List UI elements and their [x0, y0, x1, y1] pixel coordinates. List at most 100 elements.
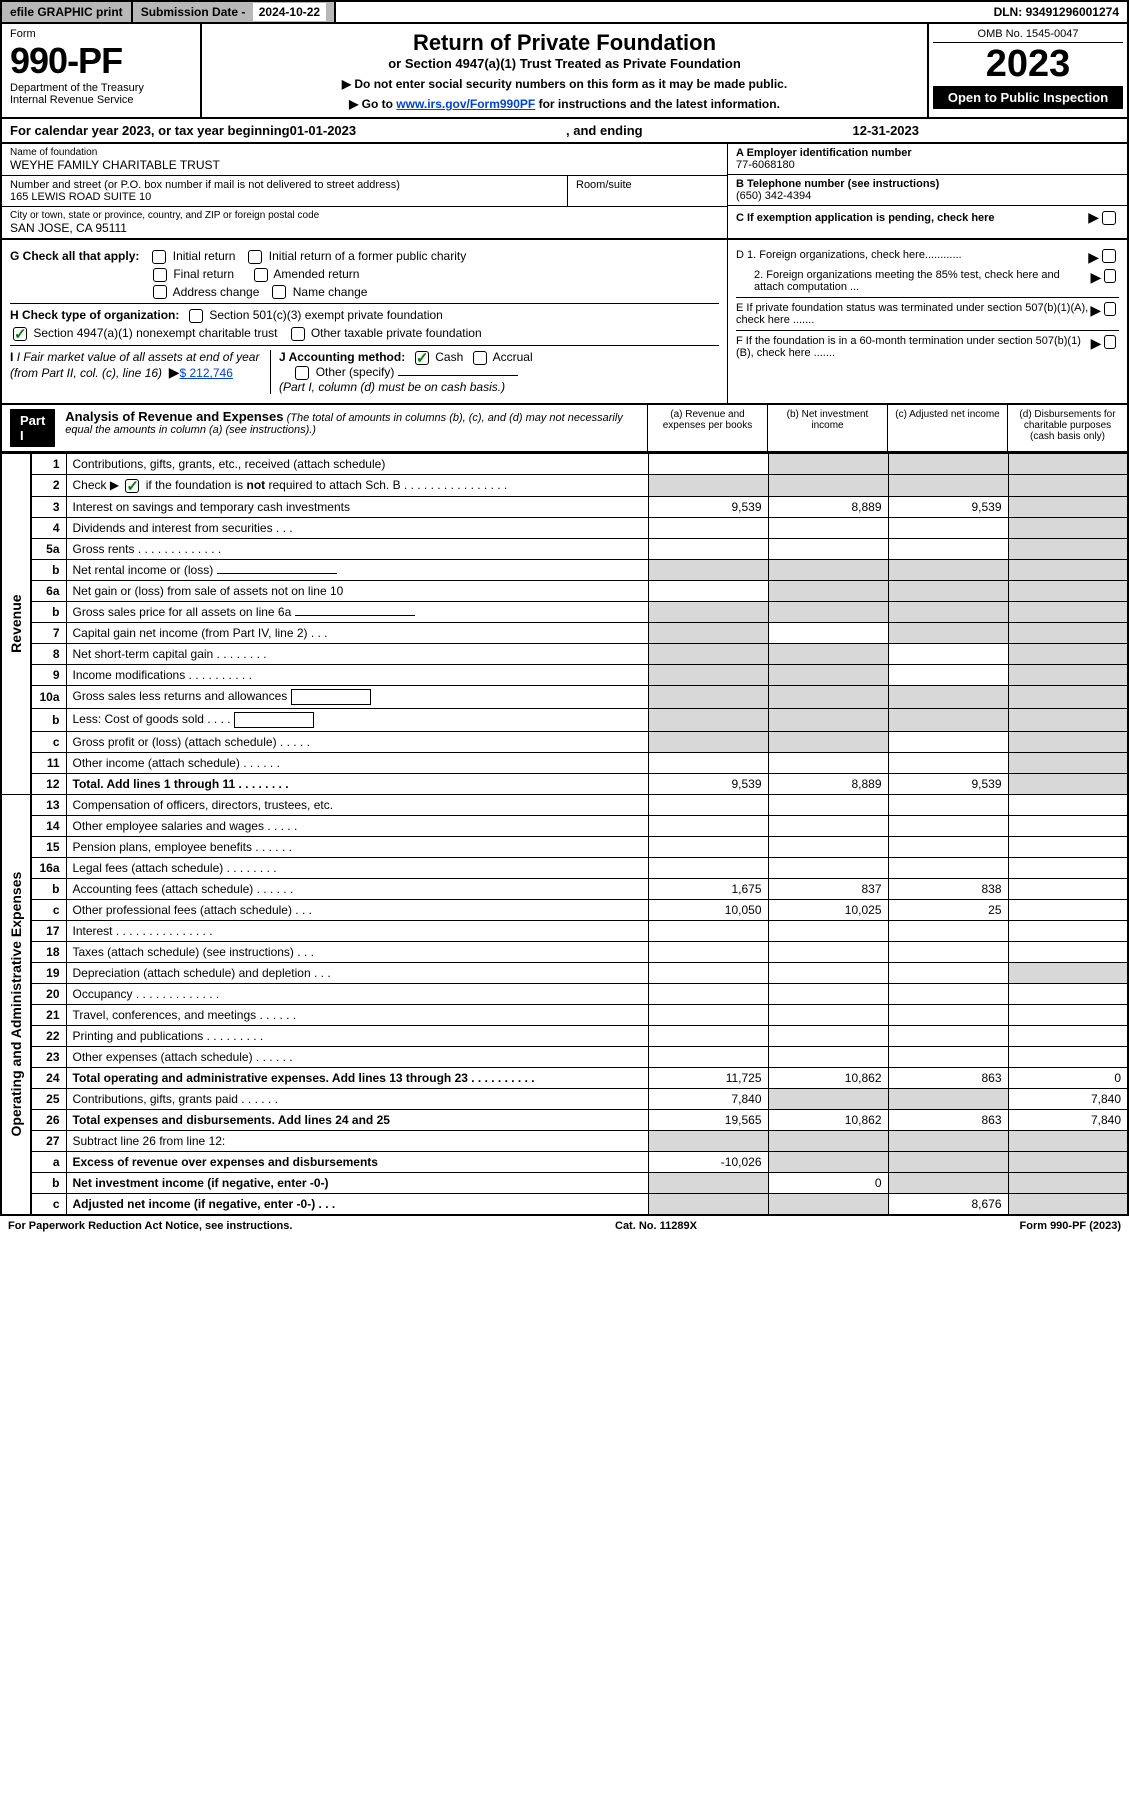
- cell-value: [1008, 857, 1128, 878]
- cell-value: [1008, 1193, 1128, 1215]
- cell-value: 1,675: [648, 878, 768, 899]
- cell-value: [648, 685, 768, 708]
- cell-value: 9,539: [648, 773, 768, 794]
- cell-value: [888, 580, 1008, 601]
- cell-value: [888, 1025, 1008, 1046]
- cell-value: [1008, 752, 1128, 773]
- checkbox-4947a1[interactable]: [13, 327, 27, 341]
- checkbox-initial-return[interactable]: [152, 250, 166, 264]
- cell-value: 863: [888, 1109, 1008, 1130]
- line-description: Gross profit or (loss) (attach schedule)…: [66, 731, 648, 752]
- cell-value: [768, 1046, 888, 1067]
- cell-value: [648, 794, 768, 815]
- checkbox-other-method[interactable]: [295, 366, 309, 380]
- checkbox-accrual[interactable]: [473, 351, 487, 365]
- cell-value: [768, 1151, 888, 1172]
- cell-value: [768, 794, 888, 815]
- line-description: Compensation of officers, directors, tru…: [66, 794, 648, 815]
- cell-value: [768, 559, 888, 580]
- line-description: Less: Cost of goods sold . . . .: [66, 708, 648, 731]
- cell-value: 7,840: [1008, 1109, 1128, 1130]
- cell-value: [768, 538, 888, 559]
- cell-value: [768, 962, 888, 983]
- cell-value: [1008, 664, 1128, 685]
- cell-value: 9,539: [888, 496, 1008, 517]
- table-row: 19Depreciation (attach schedule) and dep…: [1, 962, 1128, 983]
- checkbox-address-change[interactable]: [153, 285, 167, 299]
- telephone: (650) 342-4394: [736, 190, 1119, 202]
- cell-value: [888, 941, 1008, 962]
- cell-value: [768, 517, 888, 538]
- line-number: b: [31, 1172, 66, 1193]
- checkbox-initial-former[interactable]: [248, 250, 262, 264]
- table-row: aExcess of revenue over expenses and dis…: [1, 1151, 1128, 1172]
- cell-value: [888, 815, 1008, 836]
- checkbox-d2[interactable]: [1104, 269, 1116, 283]
- cell-value: 7,840: [1008, 1088, 1128, 1109]
- cell-value: [768, 622, 888, 643]
- line-description: Total operating and administrative expen…: [66, 1067, 648, 1088]
- table-row: 18Taxes (attach schedule) (see instructi…: [1, 941, 1128, 962]
- checkbox-e[interactable]: [1104, 302, 1116, 316]
- line-description: Printing and publications . . . . . . . …: [66, 1025, 648, 1046]
- table-row: Operating and Administrative Expenses13C…: [1, 794, 1128, 815]
- line-number: b: [31, 878, 66, 899]
- table-row: 25Contributions, gifts, grants paid . . …: [1, 1088, 1128, 1109]
- cell-value: [1008, 517, 1128, 538]
- cell-value: [888, 920, 1008, 941]
- cell-value: [1008, 1151, 1128, 1172]
- table-row: 23Other expenses (attach schedule) . . .…: [1, 1046, 1128, 1067]
- efile-label: efile GRAPHIC print: [2, 2, 133, 22]
- checkbox-501c3[interactable]: [189, 309, 203, 323]
- checkbox-name-change[interactable]: [272, 285, 286, 299]
- cell-value: [768, 857, 888, 878]
- table-row: 17Interest . . . . . . . . . . . . . . .: [1, 920, 1128, 941]
- table-row: 6aNet gain or (loss) from sale of assets…: [1, 580, 1128, 601]
- line-description: Total expenses and disbursements. Add li…: [66, 1109, 648, 1130]
- table-row: bNet rental income or (loss): [1, 559, 1128, 580]
- checkbox-final-return[interactable]: [153, 268, 167, 282]
- line-number: 20: [31, 983, 66, 1004]
- cell-value: [1008, 559, 1128, 580]
- checkbox-amended[interactable]: [254, 268, 268, 282]
- line-number: 24: [31, 1067, 66, 1088]
- line-number: b: [31, 708, 66, 731]
- part1-header-row: Part I Analysis of Revenue and Expenses …: [0, 405, 1129, 453]
- checkbox-other-taxable[interactable]: [291, 327, 305, 341]
- ein: 77-6068180: [736, 159, 1119, 171]
- fmv-value[interactable]: $ 212,746: [180, 366, 233, 380]
- part1-table: Revenue1Contributions, gifts, grants, et…: [0, 453, 1129, 1216]
- cell-value: [1008, 708, 1128, 731]
- cell-value: [648, 559, 768, 580]
- checkbox-f[interactable]: [1104, 335, 1116, 349]
- checkbox-sch-b[interactable]: [125, 479, 139, 493]
- table-row: 20Occupancy . . . . . . . . . . . . .: [1, 983, 1128, 1004]
- cell-value: [1008, 1046, 1128, 1067]
- cell-value: [1008, 731, 1128, 752]
- header-center: Return of Private Foundation or Section …: [202, 24, 927, 117]
- line-number: 5a: [31, 538, 66, 559]
- checkbox-c[interactable]: [1102, 211, 1116, 225]
- submission-date-label: Submission Date - 2024-10-22: [133, 2, 336, 22]
- side-label-expenses: Operating and Administrative Expenses: [1, 794, 31, 1215]
- cell-value: [648, 983, 768, 1004]
- cell-value: 9,539: [648, 496, 768, 517]
- line-description: Net rental income or (loss): [66, 559, 648, 580]
- cell-value: [648, 962, 768, 983]
- cell-value: [1008, 474, 1128, 496]
- calendar-year-row: For calendar year 2023, or tax year begi…: [0, 119, 1129, 144]
- cell-value: [768, 1193, 888, 1215]
- checkbox-cash[interactable]: [415, 351, 429, 365]
- cell-value: [768, 1130, 888, 1151]
- line-description: Gross sales less returns and allowances: [66, 685, 648, 708]
- checkbox-d1[interactable]: [1102, 249, 1116, 263]
- cell-value: [648, 708, 768, 731]
- cell-value: [768, 685, 888, 708]
- cell-value: [888, 857, 1008, 878]
- cell-value: [768, 664, 888, 685]
- line-number: 14: [31, 815, 66, 836]
- cell-value: [648, 920, 768, 941]
- table-row: 22Printing and publications . . . . . . …: [1, 1025, 1128, 1046]
- top-bar: efile GRAPHIC print Submission Date - 20…: [0, 0, 1129, 24]
- instructions-link[interactable]: www.irs.gov/Form990PF: [396, 97, 535, 111]
